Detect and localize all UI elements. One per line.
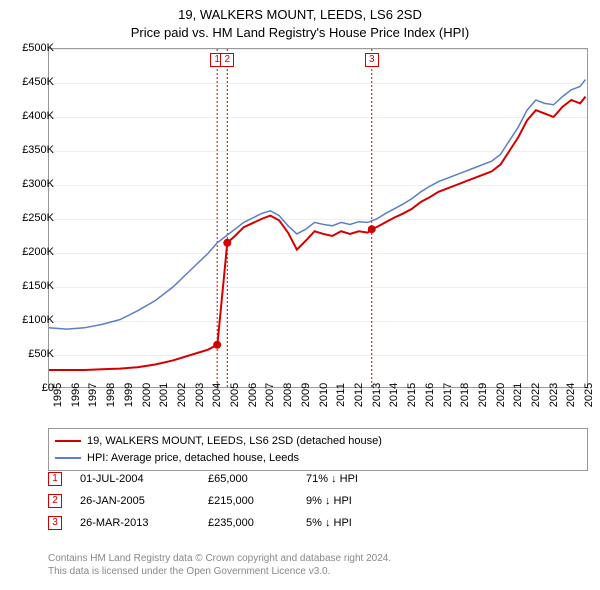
- y-tick-label: £250K: [8, 212, 54, 224]
- x-tick-label: 2004: [211, 383, 223, 407]
- footer-line-2: This data is licensed under the Open Gov…: [48, 565, 588, 578]
- event-price: £215,000: [208, 495, 288, 507]
- event-number-box: 3: [48, 516, 62, 530]
- event-delta: 5% ↓ HPI: [306, 517, 406, 529]
- y-tick-label: £450K: [8, 76, 54, 88]
- x-tick-label: 2006: [247, 383, 259, 407]
- x-tick-label: 2016: [424, 383, 436, 407]
- event-marker-box: 3: [365, 53, 379, 67]
- event-row: 1 01-JUL-2004 £65,000 71% ↓ HPI: [48, 472, 588, 486]
- x-tick-label: 2020: [495, 383, 507, 407]
- event-number-box: 1: [48, 472, 62, 486]
- x-tick-label: 2010: [318, 383, 330, 407]
- footer: Contains HM Land Registry data © Crown c…: [48, 552, 588, 578]
- legend-row: 19, WALKERS MOUNT, LEEDS, LS6 2SD (detac…: [55, 433, 581, 450]
- series-property: [49, 97, 585, 370]
- x-tick-label: 2022: [530, 383, 542, 407]
- x-tick-label: 2025: [583, 383, 595, 407]
- y-tick-label: £50K: [8, 348, 54, 360]
- x-tick-label: 1995: [52, 383, 64, 407]
- y-tick-label: £500K: [8, 42, 54, 54]
- series-hpi: [49, 80, 585, 330]
- legend-swatch: [55, 457, 81, 459]
- event-row: 2 26-JAN-2005 £215,000 9% ↓ HPI: [48, 494, 588, 508]
- event-marker-box: 2: [220, 53, 234, 67]
- title-line-2: Price paid vs. HM Land Registry's House …: [0, 24, 600, 42]
- x-tick-label: 2008: [282, 383, 294, 407]
- x-tick-label: 2003: [194, 383, 206, 407]
- x-tick-label: 2014: [388, 383, 400, 407]
- x-tick-label: 2001: [158, 383, 170, 407]
- legend-row: HPI: Average price, detached house, Leed…: [55, 450, 581, 467]
- event-date: 01-JUL-2004: [80, 473, 190, 485]
- event-date: 26-JAN-2005: [80, 495, 190, 507]
- event-row: 3 26-MAR-2013 £235,000 5% ↓ HPI: [48, 516, 588, 530]
- title-block: 19, WALKERS MOUNT, LEEDS, LS6 2SD Price …: [0, 0, 600, 42]
- x-tick-label: 2002: [176, 383, 188, 407]
- y-tick-label: £100K: [8, 314, 54, 326]
- x-tick-label: 1996: [70, 383, 82, 407]
- footer-line-1: Contains HM Land Registry data © Crown c…: [48, 552, 588, 565]
- x-tick-label: 2017: [442, 383, 454, 407]
- plot-area: 123: [48, 48, 588, 388]
- event-price: £235,000: [208, 517, 288, 529]
- legend: 19, WALKERS MOUNT, LEEDS, LS6 2SD (detac…: [48, 428, 588, 471]
- x-tick-label: 1999: [123, 383, 135, 407]
- legend-swatch: [55, 440, 81, 442]
- event-delta: 9% ↓ HPI: [306, 495, 406, 507]
- x-tick-label: 2005: [229, 383, 241, 407]
- x-tick-label: 2009: [300, 383, 312, 407]
- x-tick-label: 2007: [264, 383, 276, 407]
- x-tick-label: 2024: [565, 383, 577, 407]
- event-delta: 71% ↓ HPI: [306, 473, 406, 485]
- x-tick-label: 2012: [353, 383, 365, 407]
- y-tick-label: £300K: [8, 178, 54, 190]
- y-tick-label: £350K: [8, 144, 54, 156]
- x-tick-label: 2021: [512, 383, 524, 407]
- title-line-1: 19, WALKERS MOUNT, LEEDS, LS6 2SD: [0, 6, 600, 24]
- event-dot: [368, 225, 376, 233]
- event-date: 26-MAR-2013: [80, 517, 190, 529]
- x-tick-label: 2018: [459, 383, 471, 407]
- legend-label: 19, WALKERS MOUNT, LEEDS, LS6 2SD (detac…: [87, 433, 382, 450]
- event-dot: [223, 239, 231, 247]
- legend-label: HPI: Average price, detached house, Leed…: [87, 450, 299, 467]
- y-tick-label: £0: [8, 382, 54, 394]
- event-number-box: 2: [48, 494, 62, 508]
- chart-container: 19, WALKERS MOUNT, LEEDS, LS6 2SD Price …: [0, 0, 600, 590]
- y-tick-label: £400K: [8, 110, 54, 122]
- event-dot: [213, 341, 221, 349]
- y-tick-label: £150K: [8, 280, 54, 292]
- x-tick-label: 2011: [335, 383, 347, 407]
- x-tick-label: 2013: [371, 383, 383, 407]
- x-tick-label: 2015: [406, 383, 418, 407]
- x-tick-label: 2023: [548, 383, 560, 407]
- x-tick-label: 2019: [477, 383, 489, 407]
- x-tick-label: 1997: [87, 383, 99, 407]
- y-tick-label: £200K: [8, 246, 54, 258]
- event-price: £65,000: [208, 473, 288, 485]
- x-tick-label: 2000: [141, 383, 153, 407]
- chart-svg: [49, 49, 587, 387]
- events-table: 1 01-JUL-2004 £65,000 71% ↓ HPI 2 26-JAN-2005…: [48, 472, 588, 538]
- x-tick-label: 1998: [105, 383, 117, 407]
